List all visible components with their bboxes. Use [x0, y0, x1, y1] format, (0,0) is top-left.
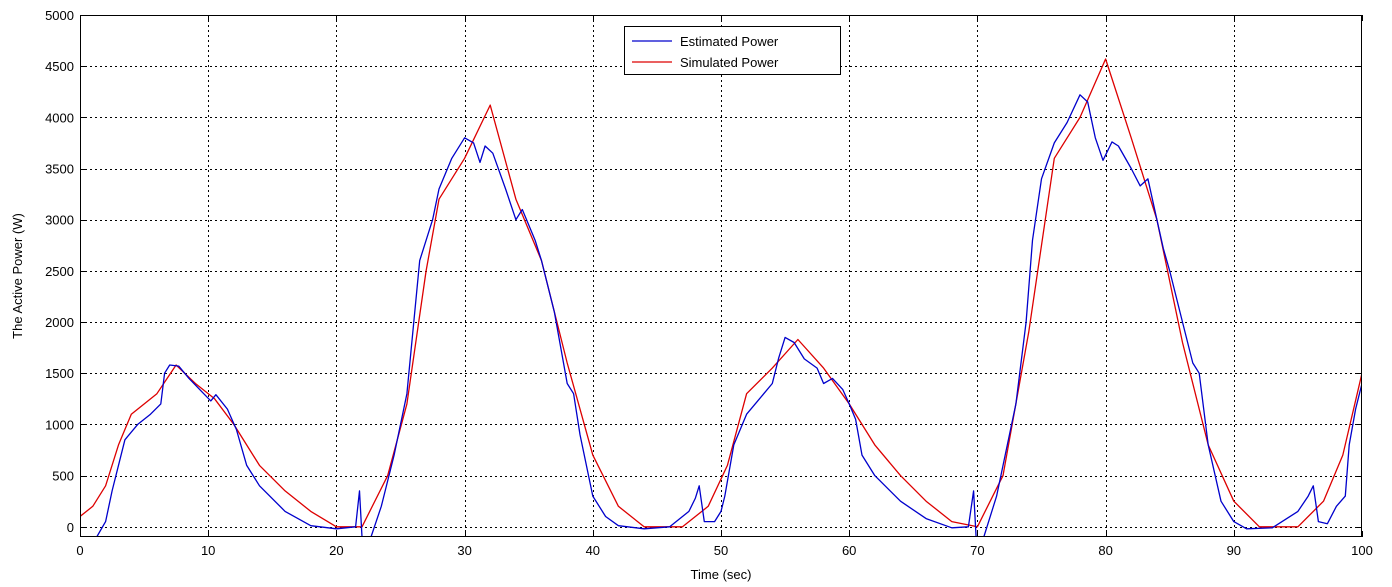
x-tick-label: 30	[457, 543, 471, 558]
x-tick-label: 10	[201, 543, 215, 558]
y-tick-label: 3500	[45, 162, 74, 177]
x-tick-label: 0	[76, 543, 83, 558]
y-tick-label: 2000	[45, 315, 74, 330]
legend-box	[624, 26, 841, 75]
legend-label: Simulated Power	[680, 55, 779, 70]
ticks: 0 10 20 30 40 50 60 70 80 90 100050010001500200025…	[45, 8, 1373, 558]
y-tick-label: 1000	[45, 417, 74, 432]
series-line-estimated-power	[96, 94, 1362, 537]
y-tick-label: 1500	[45, 366, 74, 381]
y-tick-label: 2500	[45, 264, 74, 279]
x-axis-label: Time (sec)	[691, 567, 752, 582]
x-tick-label: 40	[586, 543, 600, 558]
series-layer	[80, 58, 1362, 537]
x-tick-label: 60	[842, 543, 856, 558]
x-tick-label: 100	[1351, 543, 1373, 558]
y-tick-label: 3000	[45, 213, 74, 228]
x-tick-label: 90	[1227, 543, 1241, 558]
x-tick-label: 80	[1098, 543, 1112, 558]
grid	[80, 15, 1362, 537]
x-tick-label: 70	[970, 543, 984, 558]
legend-label: Estimated Power	[680, 34, 779, 49]
y-tick-label: 4000	[45, 110, 74, 125]
y-tick-label: 4500	[45, 59, 74, 74]
y-tick-label: 0	[67, 520, 74, 535]
legend: Estimated Power Simulated Power	[624, 26, 841, 75]
x-tick-label: 50	[714, 543, 728, 558]
y-axis-label: The Active Power (W)	[10, 213, 25, 339]
y-tick-label: 5000	[45, 8, 74, 23]
x-tick-label: 20	[329, 543, 343, 558]
y-tick-label: 500	[52, 469, 74, 484]
